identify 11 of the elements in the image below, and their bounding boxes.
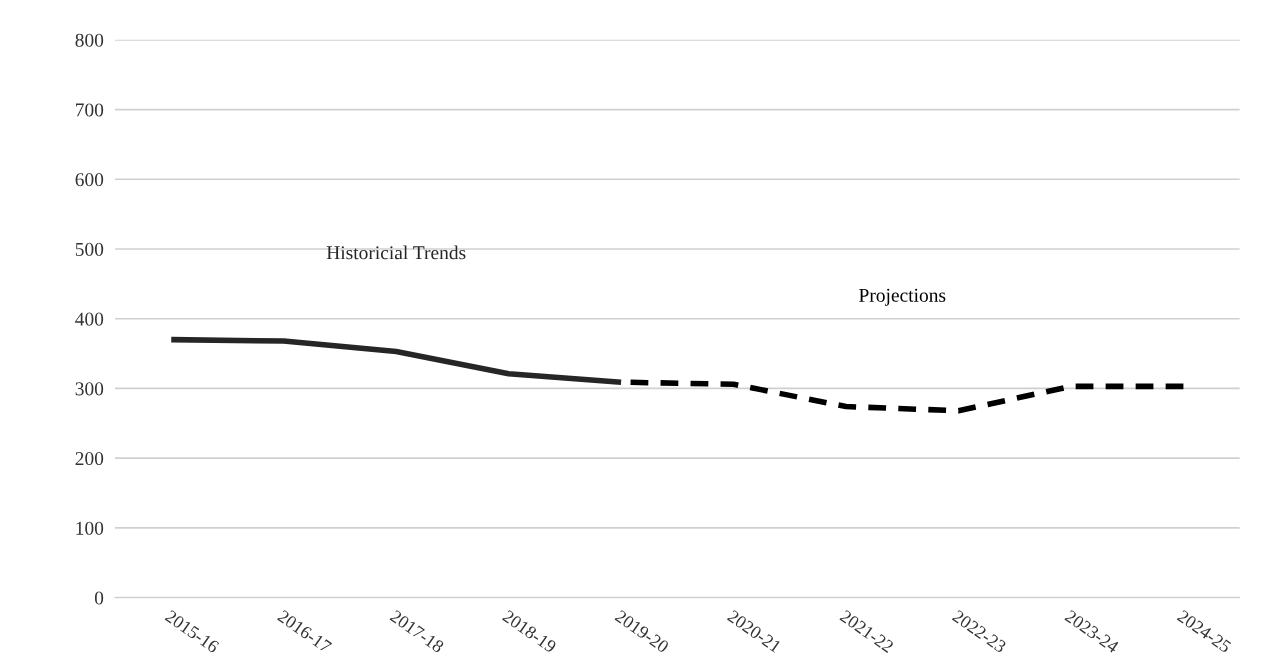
y-tick-label: 100	[76, 521, 104, 535]
y-tick-label: 300	[75, 382, 104, 396]
text: Projections	[859, 288, 946, 306]
y-tick-label: 800	[75, 33, 104, 47]
y-tick-label: 600	[75, 173, 104, 187]
y-tick-label: 0	[94, 591, 104, 605]
y-tick-label: 700	[76, 103, 104, 117]
y-tick-label: 500	[75, 242, 104, 256]
y-tick-label: 200	[75, 451, 104, 466]
y-tick-label: 400	[75, 312, 104, 326]
text: Historicial Trends	[326, 245, 466, 260]
